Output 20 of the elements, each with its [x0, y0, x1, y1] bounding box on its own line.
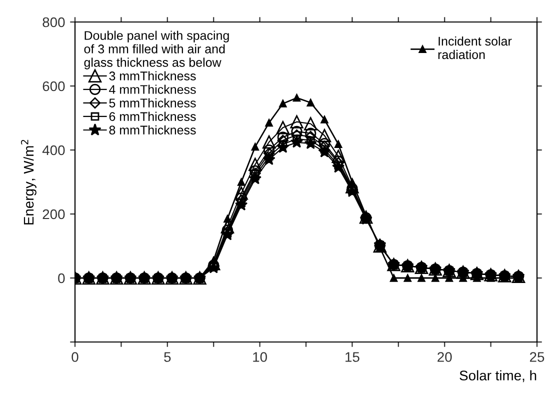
- legend-label: 5 mmThickness: [109, 98, 196, 108]
- x-tick-label: 5: [164, 352, 171, 362]
- legend-label: 3 mmThickness: [109, 71, 196, 80]
- legend-label: Incident solar radiation: [438, 36, 512, 60]
- x-axis-title: Solar time, h: [460, 370, 536, 382]
- y-tick-label: 400: [42, 145, 65, 156]
- legend-label: 6 mmThickness: [109, 112, 196, 121]
- y-tick-label: 200: [42, 209, 65, 220]
- y-tick-label: 0: [58, 273, 65, 284]
- legend-title: Double panel with spacing of 3 mm filled with air and glass thickness as below: [84, 30, 229, 70]
- x-tick-label: 0: [72, 352, 78, 362]
- legend-label: 4 mmThickness: [109, 84, 196, 94]
- x-tick-label: 15: [346, 352, 360, 362]
- y-axis-title: Energy, W/m$^{2}$: [20, 140, 36, 224]
- x-tick-label: 20: [438, 352, 452, 362]
- y-tick-label: 800: [42, 17, 65, 28]
- x-tick-label: 10: [253, 352, 267, 362]
- x-tick-label: 25: [530, 352, 544, 362]
- y-tick-label: 600: [42, 81, 65, 92]
- legend-label: 8 mmThickness: [109, 125, 196, 134]
